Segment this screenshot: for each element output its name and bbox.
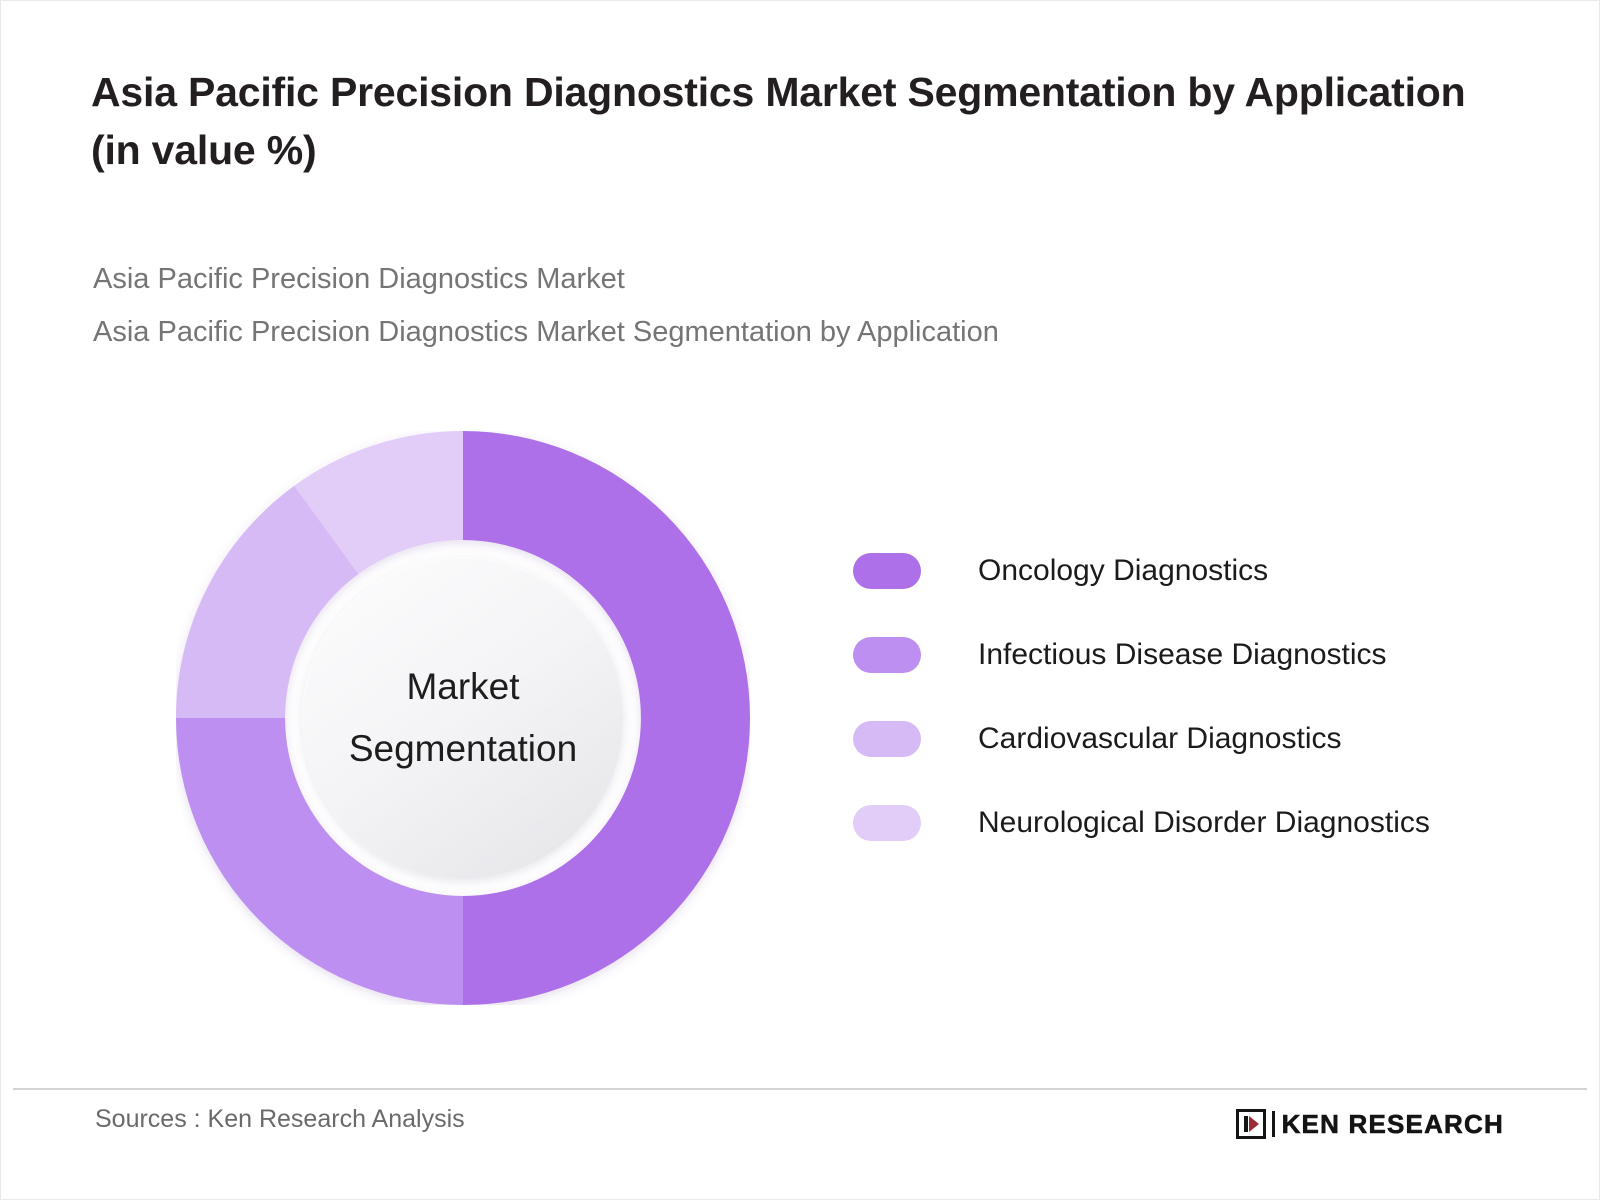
chart-legend: Oncology Diagnostics Infectious Disease … — [853, 529, 1503, 865]
subtitle-line-2: Asia Pacific Precision Diagnostics Marke… — [93, 315, 999, 348]
subtitle-line-1: Asia Pacific Precision Diagnostics Marke… — [93, 263, 625, 295]
ken-research-k-mark-icon — [1235, 1109, 1266, 1139]
donut-center-line-2: Segmentation — [348, 728, 578, 769]
legend-item-cardiovascular-diagnostics[interactable]: Cardiovascular Diagnostics — [853, 697, 1503, 781]
donut-slice[interactable] — [463, 431, 750, 1005]
sources-text: Sources : Ken Research Analysis — [95, 1105, 465, 1133]
donut-slice[interactable] — [176, 718, 463, 1005]
k-triangle-accent — [1248, 1116, 1259, 1132]
legend-swatch-icon — [853, 721, 921, 757]
subtitle-block: Asia Pacific Precision Diagnostics Marke… — [93, 253, 1413, 359]
footer-divider — [13, 1088, 1587, 1090]
legend-item-infectious-disease-diagnostics[interactable]: Infectious Disease Diagnostics — [853, 613, 1503, 697]
legend-label: Oncology Diagnostics — [978, 554, 1269, 587]
donut-center-line-1: Market — [406, 665, 520, 707]
k-stem — [1243, 1116, 1248, 1132]
donut-center-hub: Market Segmentation — [302, 557, 624, 879]
donut-slice[interactable] — [176, 485, 359, 718]
ken-research-logo: KEN RESEARCH — [1235, 1107, 1504, 1141]
logo-divider-bar — [1271, 1111, 1275, 1137]
legend-item-neurological-disorder-diagnostics[interactable]: Neurological Disorder Diagnostics — [853, 781, 1503, 865]
donut-chart: Market Segmentation — [141, 401, 801, 1041]
donut-slice-group — [176, 431, 750, 1005]
page-title: Asia Pacific Precision Diagnostics Marke… — [91, 69, 1466, 174]
legend-label: Infectious Disease Diagnostics — [978, 638, 1387, 671]
donut-ring-wrapper: Market Segmentation — [176, 431, 750, 1005]
legend-label: Cardiovascular Diagnostics — [978, 722, 1342, 755]
donut-ring-svg — [176, 431, 750, 1005]
legend-swatch-icon — [853, 637, 921, 673]
brand-wordmark: KEN RESEARCH — [1281, 1108, 1504, 1139]
legend-label: Neurological Disorder Diagnostics — [978, 806, 1430, 839]
donut-slice[interactable] — [294, 431, 463, 575]
legend-swatch-icon — [853, 553, 921, 589]
legend-swatch-icon — [853, 805, 921, 841]
legend-item-oncology-diagnostics[interactable]: Oncology Diagnostics — [853, 529, 1503, 613]
